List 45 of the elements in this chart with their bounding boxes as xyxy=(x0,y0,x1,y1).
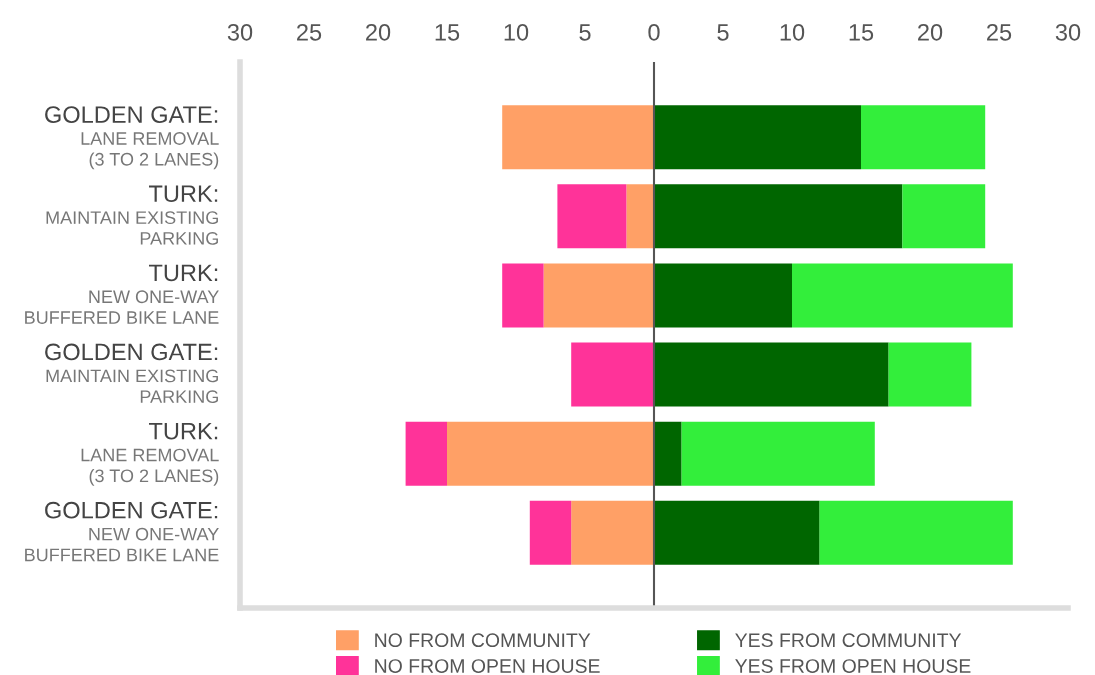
x-tick-label: 15 xyxy=(849,24,874,41)
bar xyxy=(902,184,986,249)
x-tick-label: 0 xyxy=(648,23,660,41)
bar xyxy=(861,105,986,170)
bar xyxy=(529,500,572,565)
bar xyxy=(819,500,1013,565)
y-tick-label: GOLDEN GATE: NEW ONE-WAY BUFFERED BIKE LANE xyxy=(25,501,219,562)
bar xyxy=(654,342,889,407)
bar xyxy=(654,105,861,170)
legend-label: YES FROM COMMUNITY xyxy=(735,633,962,648)
y-tick-label: TURK: LANE REMOVAL (3 TO 2 LANES) xyxy=(81,422,219,486)
legend-label: NO FROM COMMUNITY xyxy=(375,633,591,648)
bar xyxy=(654,500,820,565)
x-tick-label: 20 xyxy=(918,23,943,41)
bar xyxy=(502,263,544,328)
x-tick-label: 10 xyxy=(780,23,805,41)
y-tick-label: GOLDEN GATE: MAINTAIN EXISTING PARKING xyxy=(45,343,218,404)
bar xyxy=(502,105,654,170)
x-tick-label: 30 xyxy=(227,23,253,41)
y-tick-label: TURK: NEW ONE-WAY BUFFERED BIKE LANE xyxy=(25,264,219,324)
bar xyxy=(626,184,654,249)
y-tick-label: TURK: MAINTAIN EXISTING PARKING xyxy=(46,185,218,245)
x-tick-label: 25 xyxy=(987,23,1012,41)
bar xyxy=(681,421,875,486)
bar xyxy=(571,342,654,407)
y-tick-label: GOLDEN GATE: LANE REMOVAL (3 TO 2 LANES) xyxy=(45,106,219,170)
bar xyxy=(792,263,1013,328)
x-tick-label: 10 xyxy=(504,23,529,41)
bar xyxy=(557,184,627,249)
bar xyxy=(654,421,682,486)
bar xyxy=(405,421,447,486)
bar xyxy=(654,263,792,328)
legend-label: YES FROM OPEN HOUSE xyxy=(735,659,971,673)
bar xyxy=(543,263,654,328)
x-tick-label: 25 xyxy=(297,23,322,41)
x-tick-label: 5 xyxy=(717,24,729,41)
bar xyxy=(571,500,654,565)
x-tick-label: 20 xyxy=(366,23,391,41)
x-tick-label: 30 xyxy=(1055,23,1081,41)
x-tick-label: 15 xyxy=(435,24,460,41)
bar xyxy=(654,184,903,249)
bar xyxy=(447,421,654,486)
bar xyxy=(888,342,972,407)
legend-label: NO FROM OPEN HOUSE xyxy=(375,659,600,673)
x-tick-label: 5 xyxy=(579,24,591,41)
